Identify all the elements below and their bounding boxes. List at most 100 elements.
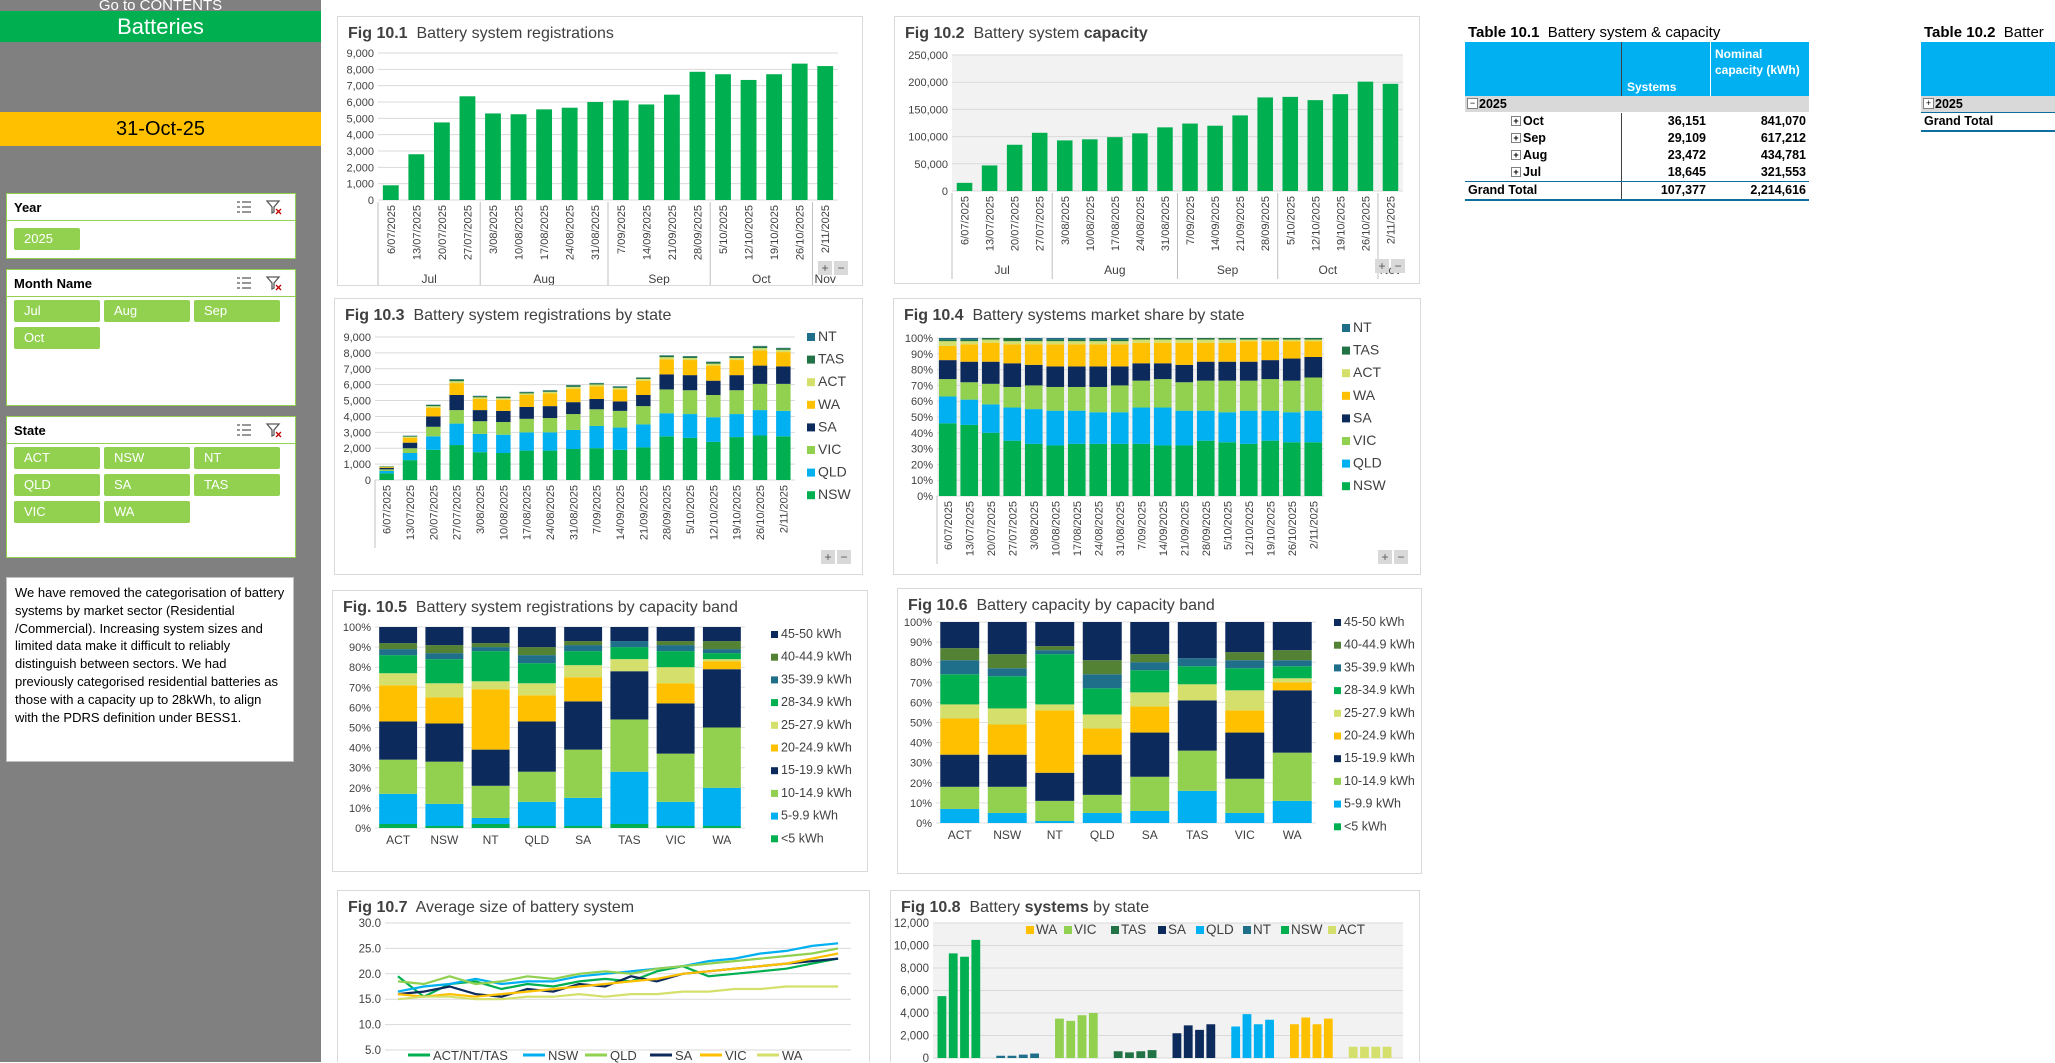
slicer-item-qld[interactable]: QLD (14, 474, 100, 496)
multi-select-icon[interactable] (235, 198, 253, 216)
expand-button[interactable]: + (1375, 259, 1389, 273)
bar-segment (960, 340, 978, 342)
bar-segment (1225, 710, 1264, 732)
y-tick-label: 250,000 (908, 50, 948, 62)
y-tick-label: 0% (917, 491, 933, 503)
y-tick-label: 9,000 (346, 48, 374, 60)
bar-segment (1304, 378, 1322, 411)
expand-button[interactable]: + (1378, 550, 1392, 564)
clear-filter-icon[interactable] (265, 421, 283, 439)
collapse-icon[interactable]: − (1467, 98, 1478, 109)
fig-10-7-panel[interactable]: Fig 10.7 Average size of battery system … (337, 890, 870, 1062)
bar-segment (1283, 341, 1301, 358)
table-title: Table 10.1 Battery system & capacity (1468, 24, 1720, 41)
slicer-item-jul[interactable]: Jul (14, 300, 100, 322)
slicer-item-nsw[interactable]: NSW (104, 447, 190, 469)
bar-segment (1003, 363, 1021, 387)
slicer-item-act[interactable]: ACT (14, 447, 100, 469)
y-tick-label: 200,000 (908, 77, 948, 89)
x-tick-label: NT (1047, 828, 1064, 842)
clear-filter-icon[interactable] (265, 274, 283, 292)
bar-segment (1283, 442, 1301, 496)
year-row[interactable]: − 2025 (1465, 96, 1809, 112)
x-tick-label: 12/10/2025 (1310, 196, 1322, 251)
expand-icon[interactable]: + (1511, 133, 1521, 143)
bar-segment (564, 701, 602, 749)
collapse-button[interactable]: − (1391, 259, 1405, 273)
drill-buttons: +− (818, 261, 848, 275)
expand-icon[interactable]: + (1511, 116, 1521, 126)
year-row[interactable]: + 2025 (1921, 96, 2055, 112)
bar (996, 1056, 1005, 1058)
x-tick-label: 20/07/2025 (986, 501, 998, 556)
bar-segment (659, 436, 673, 480)
bar-segment (683, 438, 697, 480)
month-group-label: Oct (1318, 263, 1337, 277)
bar-segment (518, 772, 556, 802)
fig-10-6-panel[interactable]: Fig 10.6 Battery capacity by capacity ba… (897, 588, 1422, 874)
expand-icon[interactable]: + (1511, 167, 1521, 177)
expand-button[interactable]: + (818, 261, 832, 275)
legend-label: NT (1253, 922, 1271, 937)
bar-segment (589, 383, 603, 384)
bar-segment (519, 392, 533, 393)
multi-select-icon[interactable] (235, 421, 253, 439)
clear-filter-icon[interactable] (265, 198, 283, 216)
row-capacity: 434,781 (1761, 148, 1806, 162)
x-tick-label: 13/07/2025 (985, 196, 997, 251)
bar (715, 74, 731, 200)
bar-segment (1130, 654, 1169, 662)
slicer-item-wa[interactable]: WA (104, 501, 190, 523)
expand-icon[interactable]: + (1923, 98, 1934, 109)
fig-10-3-panel[interactable]: Fig 10.3 Battery system registrations by… (334, 298, 863, 575)
bar (1290, 1024, 1299, 1058)
col-systems-header[interactable]: Systems (1627, 80, 1676, 94)
collapse-button[interactable]: − (837, 550, 851, 564)
slicer-item-sep[interactable]: Sep (194, 300, 280, 322)
slicer-item-vic[interactable]: VIC (14, 501, 100, 523)
bar-segment (589, 409, 603, 426)
expand-icon[interactable]: + (1511, 150, 1521, 160)
slicer-title: Month Name (14, 276, 92, 291)
bar-segment (496, 453, 510, 480)
x-tick-label: NSW (993, 828, 1022, 842)
bar-segment (982, 433, 1000, 496)
slicer-item-oct[interactable]: Oct (14, 327, 100, 349)
bar-segment (425, 762, 463, 804)
collapse-button[interactable]: − (1394, 550, 1408, 564)
month-group-label: Aug (1104, 263, 1125, 277)
bar-segment (1197, 411, 1215, 441)
multi-select-icon[interactable] (235, 274, 253, 292)
slicer-item-2025[interactable]: 2025 (14, 228, 80, 250)
expand-button[interactable]: + (821, 550, 835, 564)
bar-segment (939, 338, 957, 340)
fig-10-5-panel[interactable]: Fig. 10.5 Battery system registrations b… (332, 590, 868, 872)
slicer-item-sa[interactable]: SA (104, 474, 190, 496)
col-capacity-header[interactable]: Nominal capacity (kWh) (1715, 46, 1807, 78)
legend-label: TAS (1121, 922, 1146, 937)
bar (460, 96, 476, 200)
collapse-button[interactable]: − (834, 261, 848, 275)
bar-segment (613, 401, 627, 411)
bar-segment (657, 826, 695, 828)
y-tick-label: 20% (349, 783, 371, 795)
y-tick-label: 10.0 (359, 1020, 381, 1032)
bar-segment (1283, 381, 1301, 413)
slicer-item-nt[interactable]: NT (194, 447, 280, 469)
month-group-label: Sep (1217, 263, 1239, 277)
x-tick-label: 27/07/2025 (462, 205, 474, 260)
slicer-item-tas[interactable]: TAS (194, 474, 280, 496)
bar-segment (960, 425, 978, 496)
legend-label: NT (818, 328, 837, 344)
fig-10-4-panel[interactable]: Fig 10.4 Battery systems market share by… (893, 298, 1421, 575)
slicer-item-aug[interactable]: Aug (104, 300, 190, 322)
bar-segment (1068, 340, 1086, 342)
